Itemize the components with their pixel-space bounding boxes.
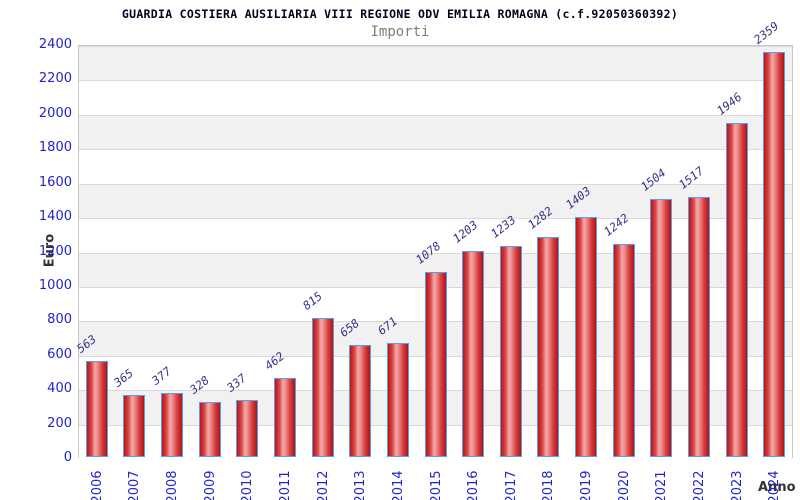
bar-2020 <box>612 244 635 457</box>
y-tick-label: 800 <box>47 312 72 328</box>
bar-2014 <box>386 342 409 457</box>
y-tick-label: 1000 <box>38 277 72 293</box>
x-tick-label-2024: 2024 <box>767 470 783 500</box>
x-tick-label-2023: 2023 <box>729 470 745 500</box>
y-tick-label: 1200 <box>38 243 72 259</box>
grid-band <box>79 149 792 184</box>
y-tick-label: 1600 <box>38 174 72 190</box>
x-tick-label-2020: 2020 <box>616 470 632 500</box>
y-tick-label: 200 <box>47 415 72 431</box>
y-tick-label: 0 <box>63 450 72 465</box>
x-tick-label-2014: 2014 <box>390 470 406 500</box>
bar-2015 <box>424 272 447 457</box>
grid-band <box>79 46 792 81</box>
x-tick-label-2010: 2010 <box>240 470 256 500</box>
bar-2018 <box>537 237 560 457</box>
bar-2013 <box>349 344 372 457</box>
grid-band <box>79 218 792 253</box>
x-axis-label: Anno <box>758 480 796 495</box>
bar-value-label: 2359 <box>751 18 782 47</box>
grid-band <box>79 114 792 150</box>
y-tick-label: 2200 <box>38 71 72 87</box>
y-tick-label: 1400 <box>38 209 72 225</box>
bar-2011 <box>273 378 296 457</box>
x-tick-label-2008: 2008 <box>165 470 181 500</box>
bar-2010 <box>236 400 259 457</box>
bar-2021 <box>650 199 673 457</box>
x-tick-label-2016: 2016 <box>466 470 482 500</box>
bar-2012 <box>311 317 334 457</box>
y-tick-label: 1800 <box>38 140 72 156</box>
x-tick-label-2018: 2018 <box>541 470 557 500</box>
grid-band <box>79 183 792 219</box>
bar-2008 <box>161 393 184 457</box>
bar-2019 <box>575 216 598 457</box>
chart-title: GUARDIA COSTIERA AUSILIARIA VIII REGIONE… <box>121 7 679 21</box>
y-tick-label: 2000 <box>38 105 72 121</box>
x-tick-label-2007: 2007 <box>127 470 143 500</box>
bar-2024 <box>763 52 786 457</box>
x-tick-label-2019: 2019 <box>579 470 595 500</box>
bar-2006 <box>85 361 108 457</box>
x-tick-label-2017: 2017 <box>503 470 519 500</box>
bar-2016 <box>462 250 485 457</box>
bar-2022 <box>687 196 710 457</box>
x-tick-label-2022: 2022 <box>691 470 707 500</box>
x-tick-label-2012: 2012 <box>315 470 331 500</box>
x-tick-label-2009: 2009 <box>202 470 218 500</box>
bar-2023 <box>725 123 748 457</box>
x-tick-label-2006: 2006 <box>89 470 105 500</box>
grid-band <box>79 80 792 115</box>
y-tick-label: 2400 <box>38 37 72 52</box>
x-tick-label-2015: 2015 <box>428 470 444 500</box>
y-tick-label: 400 <box>47 381 72 397</box>
bar-2009 <box>198 401 221 457</box>
x-tick-label-2011: 2011 <box>277 470 293 500</box>
y-tick-label: 600 <box>47 346 72 362</box>
x-tick-label-2013: 2013 <box>353 470 369 500</box>
bar-2017 <box>499 245 522 457</box>
bar-2007 <box>123 395 146 457</box>
x-tick-label-2021: 2021 <box>654 470 670 500</box>
chart-subtitle: Importi <box>370 24 430 40</box>
